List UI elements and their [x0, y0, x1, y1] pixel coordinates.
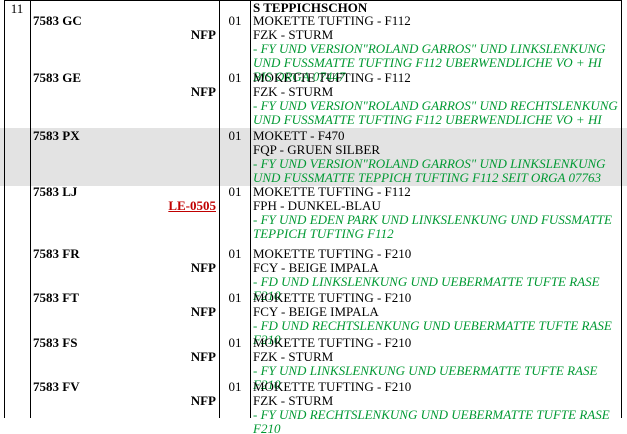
table-row: MOKETTE TUFTING - F112 FPH - DUNKEL-BLAU… — [253, 185, 619, 241]
description-line: FCY - BEIGE IMPALA — [253, 260, 379, 275]
qty-value: 01 — [228, 13, 242, 28]
qty-value: 01 — [228, 70, 242, 85]
nfp-label: NFP — [190, 27, 216, 42]
qty-value: 01 — [228, 128, 242, 143]
description-line: FPH - DUNKEL-BLAU — [253, 198, 381, 213]
description-line: MOKETT - F470 — [253, 128, 345, 143]
column-divider — [219, 0, 220, 418]
column-divider — [250, 0, 251, 418]
column-divider — [4, 0, 5, 418]
description-line: MOKETTE TUFTING - F112 — [253, 184, 411, 199]
applicability-note: - FY UND EDEN PARK UND LINKSLENKUNG UND … — [253, 212, 612, 241]
item-number: 11 — [10, 1, 24, 16]
qty-value: 01 — [228, 290, 242, 305]
applicability-note: - FY UND VERSION"ROLAND GARROS" UND RECH… — [253, 98, 618, 127]
description-line: FZK - STURM — [253, 393, 334, 408]
part-code: 7583 FT — [33, 290, 79, 305]
applicability-note: - FY UND RECHTSLENKUNG UND UEBERMATTE TU… — [253, 407, 610, 434]
column-divider — [621, 0, 622, 418]
table-row: MOKETTE TUFTING - F210 FZK - STURM - FY … — [253, 336, 619, 392]
highlight-band — [0, 128, 627, 186]
qty-value: 01 — [228, 246, 242, 261]
nfp-label: NFP — [190, 393, 216, 408]
table-row: MOKETTE TUFTING - F210 FZK - STURM - FY … — [253, 380, 619, 434]
applicability-note: - FY UND VERSION"ROLAND GARROS" UND LINK… — [253, 156, 606, 185]
applicability-note: - FD UND RECHTSLENKUNG UND UEBERMATTE TU… — [253, 318, 612, 347]
le-0505-link[interactable]: LE-0505 — [168, 198, 216, 213]
description-line: MOKETTE TUFTING - F210 — [253, 290, 412, 305]
description-line: FZK - STURM — [253, 349, 334, 364]
table-row: MOKETTE TUFTING - F210 FCY - BEIGE IMPAL… — [253, 291, 619, 347]
part-code: 7583 FS — [33, 335, 78, 350]
part-code: 7583 GC — [33, 13, 82, 28]
nfp-label: NFP — [190, 304, 216, 319]
column-divider — [30, 0, 31, 418]
description-line: FCY - BEIGE IMPALA — [253, 304, 379, 319]
applicability-note: - FD UND LINKSLENKUNG UND UEBERMATTE TUF… — [253, 274, 600, 303]
part-code: 7583 FR — [33, 246, 80, 261]
description-line: FZK - STURM — [253, 27, 334, 42]
part-code: 7583 LJ — [33, 184, 78, 199]
description-line: MOKETTE TUFTING - F210 — [253, 379, 412, 394]
description-line: MOKETTE TUFTING - F210 — [253, 335, 412, 350]
applicability-note: - FY UND LINKSLENKUNG UND UEBERMATTE TUF… — [253, 363, 598, 392]
table-top-border — [4, 0, 622, 1]
applicability-note: - FY UND VERSION"ROLAND GARROS" UND LINK… — [253, 41, 606, 84]
description-line: MOKETTE TUFTING - F112 — [253, 70, 411, 85]
description-line: FZK - STURM — [253, 84, 334, 99]
part-code: 7583 FV — [33, 379, 80, 394]
table-row: MOKETTE TUFTING - F112 FZK - STURM - FY … — [253, 14, 619, 84]
qty-value: 01 — [228, 379, 242, 394]
qty-value: 01 — [228, 335, 242, 350]
part-code: 7583 GE — [33, 70, 82, 85]
part-code: 7583 PX — [33, 128, 80, 143]
table-row: MOKETT - F470 FQP - GRUEN SILBER - FY UN… — [253, 129, 619, 185]
section-title: S TEPPICHSCHON — [253, 0, 368, 15]
table-row: MOKETTE TUFTING - F210 FCY - BEIGE IMPAL… — [253, 247, 619, 303]
nfp-label: NFP — [190, 84, 216, 99]
nfp-label: NFP — [190, 349, 216, 364]
nfp-label: NFP — [190, 260, 216, 275]
description-line: MOKETTE TUFTING - F210 — [253, 246, 412, 261]
qty-value: 01 — [228, 184, 242, 199]
table-row: MOKETTE TUFTING - F112 FZK - STURM - FY … — [253, 71, 619, 127]
description-line: FQP - GRUEN SILBER — [253, 142, 381, 157]
description-line: MOKETTE TUFTING - F112 — [253, 13, 411, 28]
